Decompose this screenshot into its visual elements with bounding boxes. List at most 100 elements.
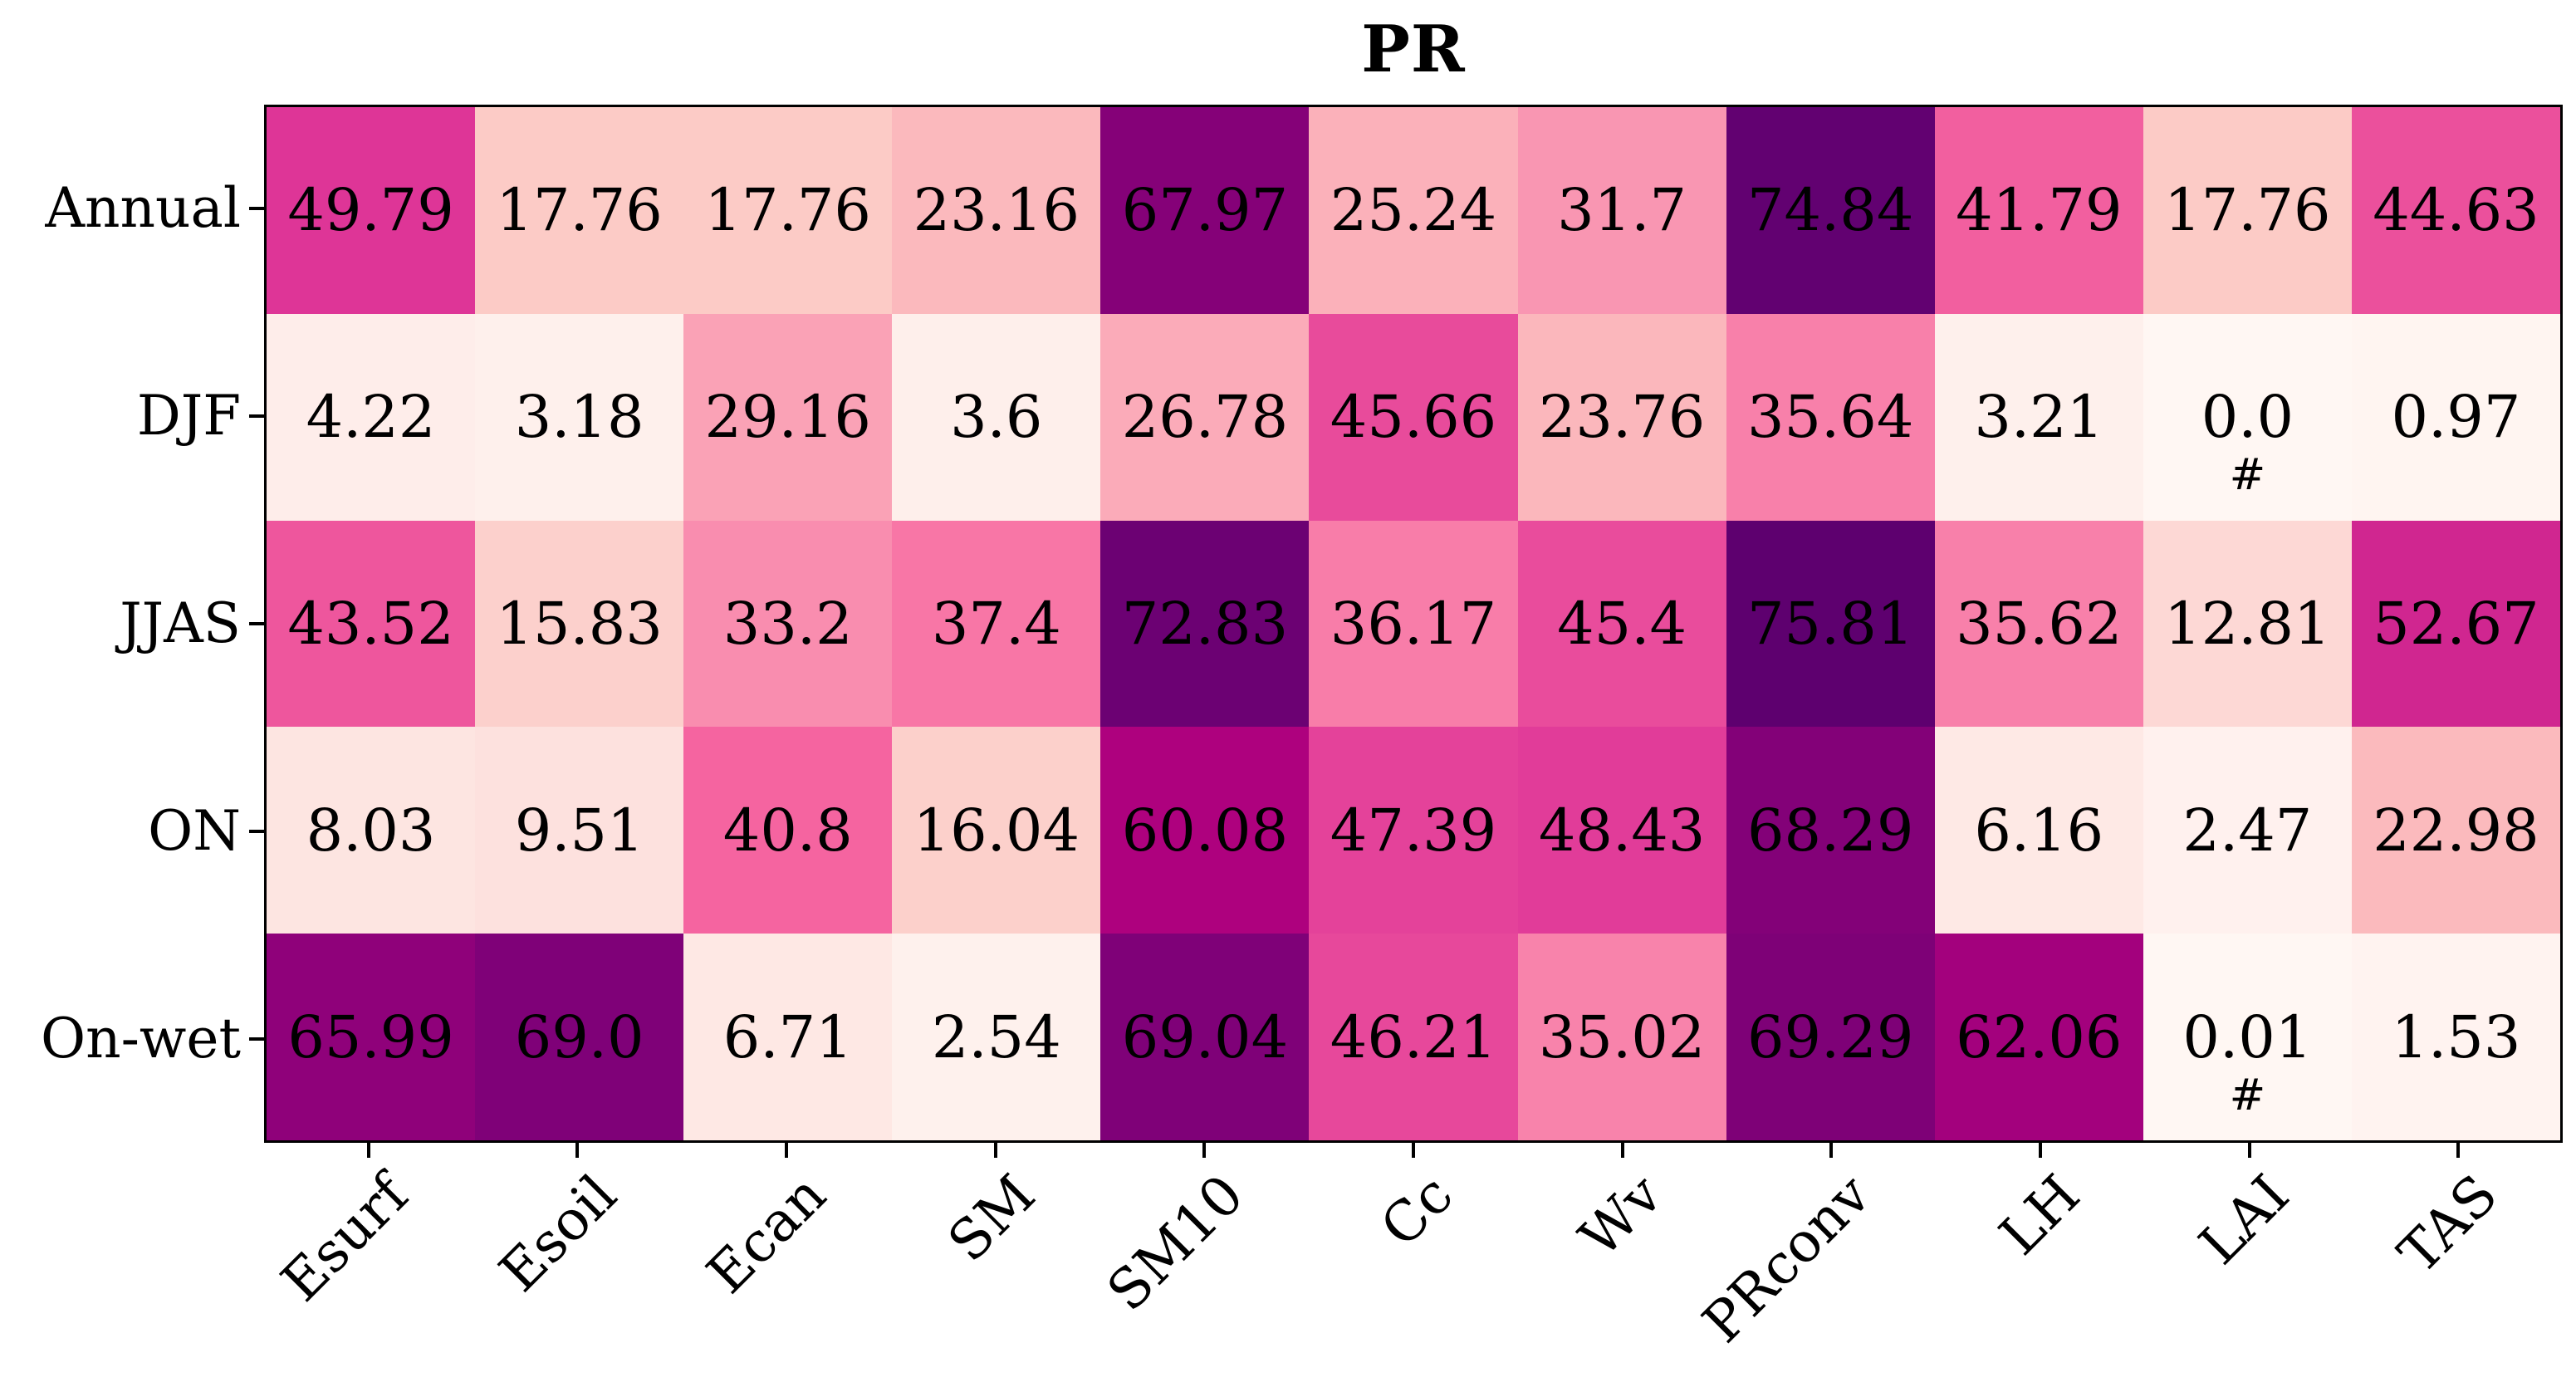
x-tick-mark [785, 1143, 789, 1158]
heatmap-cell: 48.43 [1517, 727, 1726, 934]
cell-value: 22.98 [2373, 796, 2539, 865]
y-tick-label: DJF [136, 384, 241, 448]
cell-value: 36.17 [1330, 589, 1497, 658]
heatmap-cell: 3.21 [1934, 313, 2143, 521]
heatmap-cell: 62.06 [1934, 934, 2143, 1140]
heatmap-cells: 49.79 17.76 17.76 23.16 67.97 25.24 31.7 74.84 4… [267, 107, 2560, 1140]
heatmap-cell: 40.8 [683, 727, 893, 934]
x-tick-mark [1412, 1143, 1415, 1158]
cell-value: 15.83 [496, 589, 663, 658]
cell-value: 46.21 [1330, 1002, 1497, 1071]
heatmap-cell: 9.51 [475, 727, 684, 934]
heatmap-cell: 3.6 [892, 313, 1101, 521]
cell-value: 45.66 [1330, 383, 1497, 452]
heatmap-plot-area: 49.79 17.76 17.76 23.16 67.97 25.24 31.7 74.84 4… [264, 105, 2563, 1143]
heatmap-cell: 74.84 [1726, 107, 1935, 314]
cell-value: 26.78 [1121, 383, 1289, 452]
cell-value: 35.64 [1746, 383, 1914, 452]
heatmap-cell: 0.0 # [2143, 313, 2352, 521]
heatmap-cell: 15.83 [475, 520, 684, 728]
cell-value: 17.76 [496, 176, 663, 245]
cell-value: 74.84 [1746, 176, 1914, 245]
heatmap-cell: 23.16 [892, 107, 1101, 314]
cell-value: 49.79 [287, 176, 454, 245]
x-tick-mark [2038, 1143, 2042, 1158]
cell-value: 33.2 [722, 589, 853, 658]
cell-value: 8.03 [306, 796, 436, 865]
cell-value: 62.06 [1956, 1002, 2123, 1071]
y-tick-label: On-wet [41, 1007, 241, 1071]
heatmap-cell: 2.54 [892, 934, 1101, 1140]
cell-value: 72.83 [1121, 589, 1289, 658]
heatmap-cell: 69.29 [1726, 934, 1935, 1140]
heatmap-cell: 17.76 [475, 107, 684, 314]
y-tick-label: JJAS [120, 591, 241, 655]
cell-value: 75.81 [1746, 589, 1914, 658]
heatmap-cell: 23.76 [1517, 313, 1726, 521]
heatmap-cell: 35.64 [1726, 313, 1935, 521]
cell-value: 43.52 [287, 589, 454, 658]
heatmap-cell: 37.4 [892, 520, 1101, 728]
cell-value: 4.22 [306, 383, 436, 452]
heatmap-cell: 0.97 [2351, 313, 2560, 521]
heatmap-cell: 60.08 [1100, 727, 1310, 934]
heatmap-cell: 8.03 [267, 727, 476, 934]
cell-value: 23.16 [913, 176, 1080, 245]
x-tick-label: Esurf [268, 1162, 421, 1314]
heatmap-cell: 17.76 [683, 107, 893, 314]
cell-value: 29.16 [704, 383, 871, 452]
x-tick-mark [2456, 1143, 2461, 1158]
y-tick-mark [249, 414, 264, 418]
x-tick-mark [1829, 1143, 1834, 1158]
x-tick-mark [1620, 1143, 1624, 1158]
cell-value: 41.79 [1956, 176, 2123, 245]
cell-value: 48.43 [1538, 796, 1706, 865]
heatmap-cell: 43.52 [267, 520, 476, 728]
y-tick-mark [249, 830, 264, 833]
cell-value: 60.08 [1121, 796, 1289, 865]
cell-value: 2.47 [2182, 796, 2313, 865]
heatmap-cell: 17.76 [2143, 107, 2352, 314]
heatmap-cell: 41.79 [1934, 107, 2143, 314]
cell-value: 3.21 [1974, 383, 2104, 452]
heatmap-cell: 35.62 [1934, 520, 2143, 728]
significance-hash-marker: # [2229, 1070, 2266, 1120]
heatmap-cell: 35.02 [1517, 934, 1726, 1140]
y-tick-label: Annual [45, 176, 241, 240]
cell-value: 37.4 [931, 589, 1061, 658]
y-tick-label: ON [148, 799, 241, 863]
heatmap-cell: 29.16 [683, 313, 893, 521]
heatmap-cell: 12.81 [2143, 520, 2352, 728]
cell-value: 0.01 [2182, 1002, 2313, 1071]
cell-value: 0.97 [2391, 383, 2521, 452]
heatmap-cell: 45.66 [1309, 313, 1518, 521]
heatmap-cell: 46.21 [1309, 934, 1518, 1140]
heatmap-cell: 36.17 [1309, 520, 1518, 728]
cell-value: 17.76 [704, 176, 871, 245]
cell-value: 23.76 [1538, 383, 1706, 452]
x-tick-mark [366, 1143, 370, 1158]
heatmap-cell: 75.81 [1726, 520, 1935, 728]
cell-value: 45.4 [1557, 589, 1687, 658]
significance-hash-marker: # [2229, 450, 2266, 501]
y-tick-mark [249, 1037, 264, 1041]
cell-value: 25.24 [1330, 176, 1497, 245]
heatmap-cell: 33.2 [683, 520, 893, 728]
heatmap-cell: 4.22 [267, 313, 476, 521]
cell-value: 65.99 [287, 1002, 454, 1071]
cell-value: 44.63 [2373, 176, 2539, 245]
cell-value: 52.67 [2373, 589, 2539, 658]
heatmap-cell: 22.98 [2351, 727, 2560, 934]
cell-value: 67.97 [1121, 176, 1289, 245]
heatmap-cell: 72.83 [1100, 520, 1310, 728]
heatmap-cell: 31.7 [1517, 107, 1726, 314]
heatmap-cell: 69.0 [475, 934, 684, 1140]
heatmap-cell: 16.04 [892, 727, 1101, 934]
heatmap-cell: 67.97 [1100, 107, 1310, 314]
x-tick-mark [1202, 1143, 1207, 1158]
cell-value: 68.29 [1746, 796, 1914, 865]
cell-value: 0.0 [2201, 383, 2294, 452]
cell-value: 69.0 [514, 1002, 644, 1071]
heatmap-cell: 3.18 [475, 313, 684, 521]
